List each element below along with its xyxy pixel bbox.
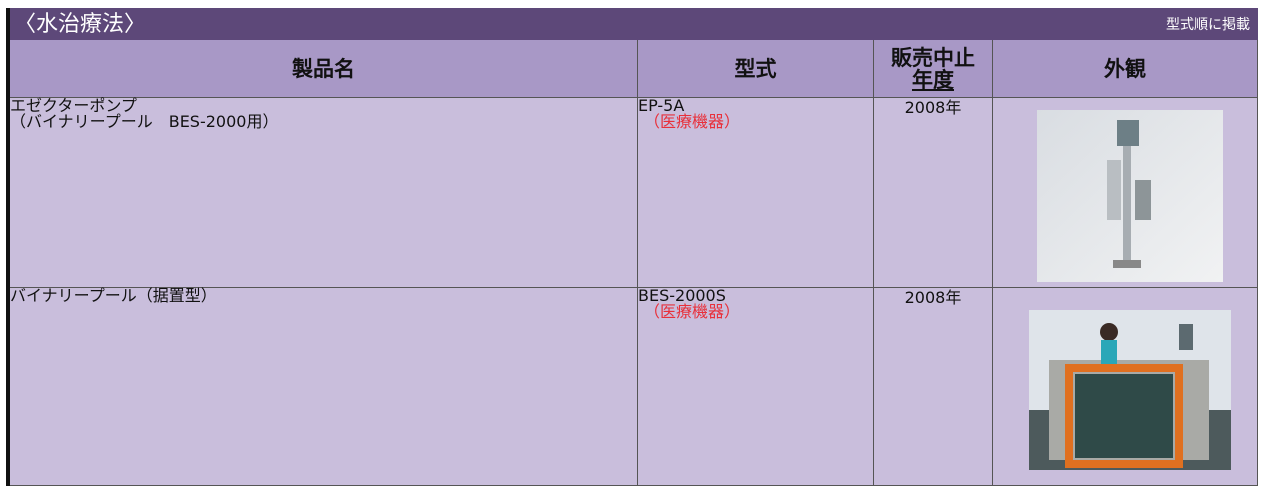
- header-line: 年度: [912, 67, 954, 92]
- left-border: [6, 8, 10, 486]
- name-line: エゼクターポンプ: [10, 96, 137, 115]
- product-image: [1037, 110, 1223, 282]
- model-code: BES-2000S: [638, 286, 726, 305]
- product-name: バイナリープール（据置型）: [10, 288, 638, 486]
- appearance: [993, 288, 1258, 486]
- model: EP-5A （医療機器）: [638, 98, 874, 288]
- name-line: （バイナリープール BES-2000用）: [10, 112, 279, 131]
- appearance: [993, 98, 1258, 288]
- product-image: [1029, 310, 1231, 470]
- column-header: 製品名: [10, 40, 638, 98]
- model-note: （医療機器）: [644, 302, 741, 321]
- header-line: 販売中止: [891, 45, 975, 70]
- title-bar: [10, 8, 1258, 40]
- discontinued-year: 2008年: [874, 288, 993, 486]
- order-note: 型式順に掲載: [1166, 17, 1250, 33]
- column-header: 型式: [638, 40, 874, 98]
- model-note: （医療機器）: [644, 112, 741, 131]
- model-code: EP-5A: [638, 96, 685, 115]
- column-header: 外観: [993, 40, 1258, 98]
- name-line: バイナリープール（据置型）: [10, 286, 217, 305]
- section-title: 〈水治療法〉: [14, 12, 147, 37]
- product-name: エゼクターポンプ （バイナリープール BES-2000用）: [10, 98, 638, 288]
- model: BES-2000S （医療機器）: [638, 288, 874, 486]
- column-header: 販売中止 年度: [874, 40, 993, 98]
- discontinued-year: 2008年: [874, 98, 993, 288]
